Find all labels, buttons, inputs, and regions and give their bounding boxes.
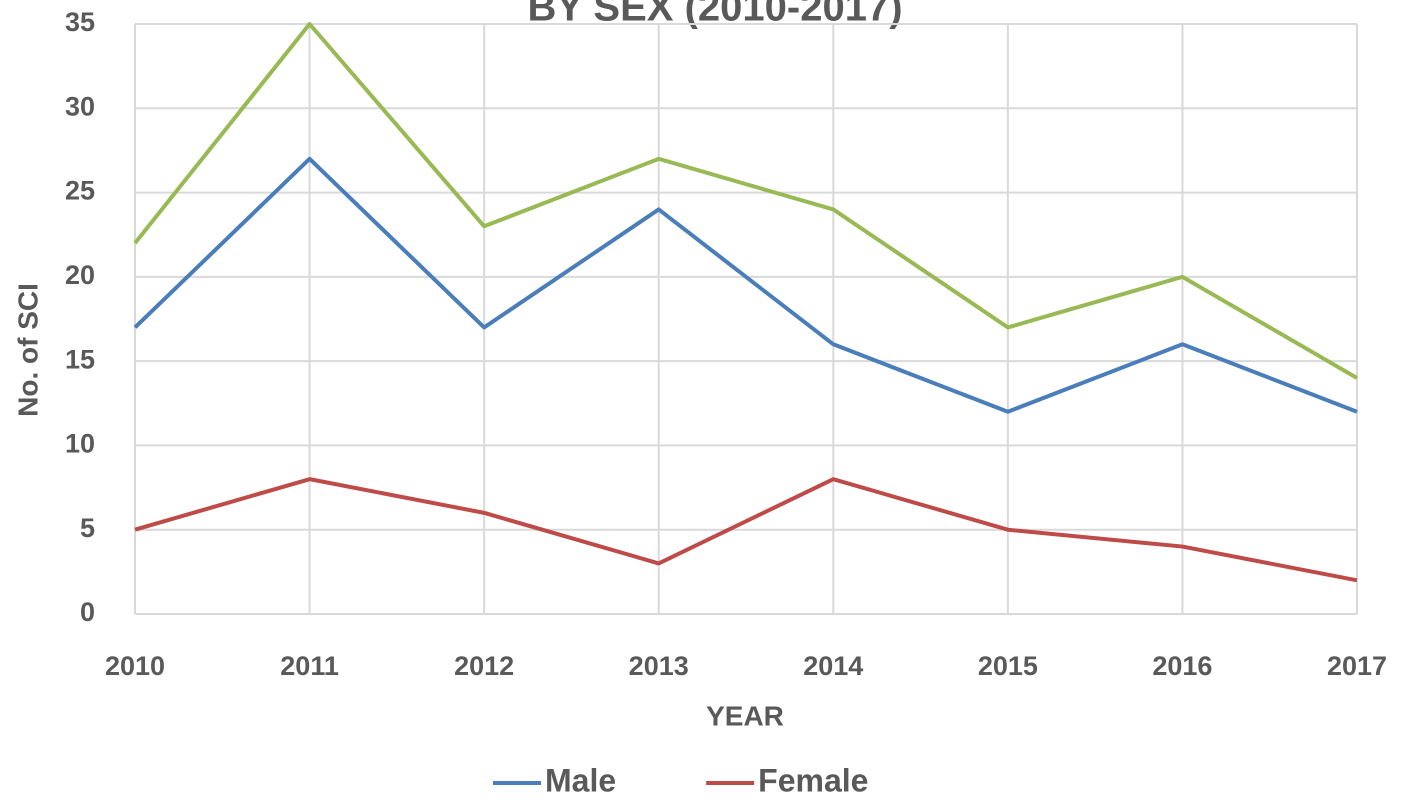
x-axis-label: YEAR [706, 700, 784, 731]
x-tick-label: 2017 [1327, 651, 1387, 681]
chart-title: BY SEX (2010-2017) [527, 0, 902, 30]
series-line [134, 477, 1358, 583]
y-tick-label: 10 [65, 429, 95, 459]
series-line [133, 156, 1358, 414]
x-tick-label: 2011 [280, 651, 339, 681]
x-tick-label: 2013 [629, 651, 689, 681]
x-tick-label: 2016 [1152, 651, 1212, 681]
y-tick-label: 5 [80, 513, 95, 543]
y-tick-label: 35 [65, 7, 95, 37]
legend-label: Female [758, 762, 868, 798]
y-tick-label: 15 [65, 344, 95, 374]
x-tick-label: 2015 [978, 651, 1038, 681]
series-line [133, 22, 1359, 380]
y-tick-label: 0 [80, 597, 95, 627]
x-tick-label: 2012 [454, 651, 514, 681]
y-axis-label: No. of SCI [12, 283, 43, 417]
y-tick-label: 20 [65, 260, 95, 290]
legend-label: Male [545, 762, 616, 798]
y-tick-label: 30 [65, 91, 95, 121]
x-tick-label: 2014 [803, 651, 863, 681]
y-tick-label: 25 [65, 176, 95, 206]
x-tick-label: 2010 [105, 651, 165, 681]
